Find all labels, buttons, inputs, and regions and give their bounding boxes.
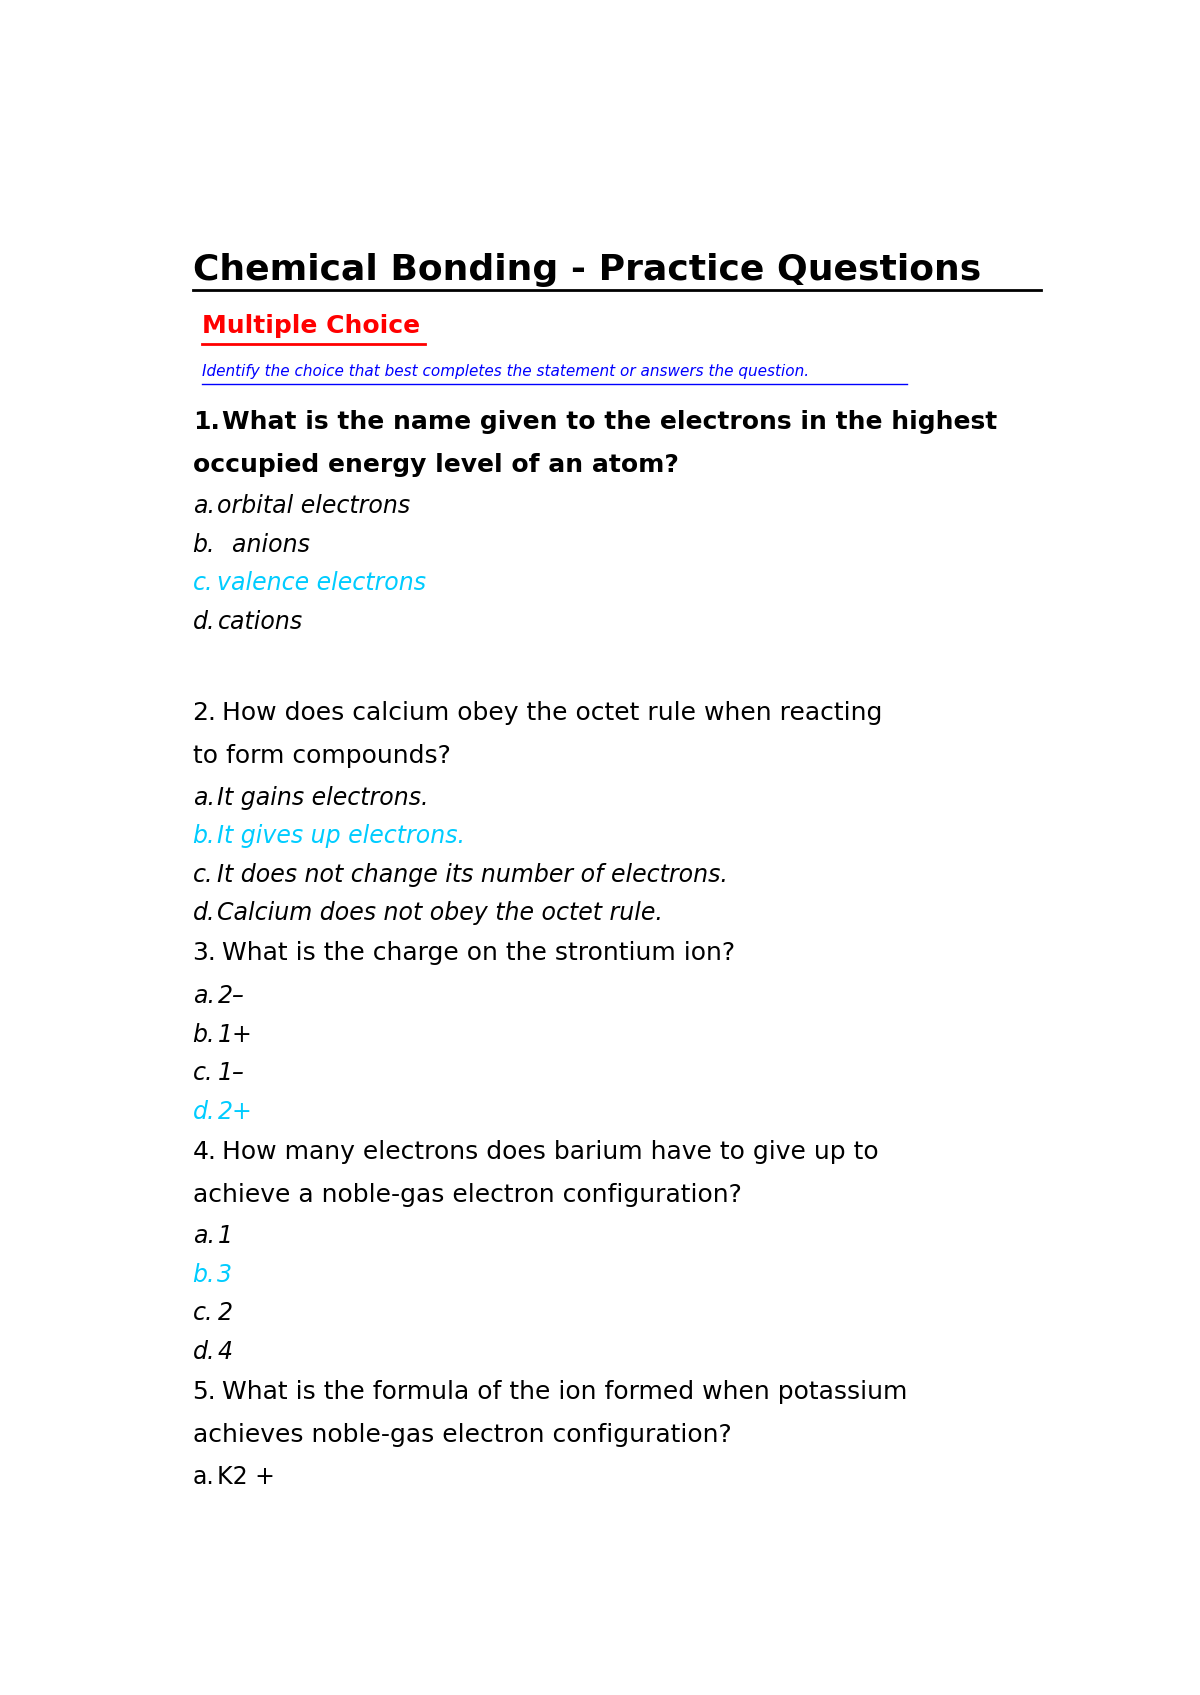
Text: a.: a. <box>193 985 215 1009</box>
Text: orbital electrons: orbital electrons <box>217 495 410 519</box>
Text: c.: c. <box>193 571 214 595</box>
Text: Calcium does not obey the octet rule.: Calcium does not obey the octet rule. <box>217 902 664 925</box>
Text: How many electrons does barium have to give up to: How many electrons does barium have to g… <box>222 1139 878 1164</box>
Text: to form compounds?: to form compounds? <box>193 744 450 768</box>
Text: What is the charge on the strontium ion?: What is the charge on the strontium ion? <box>222 941 736 964</box>
Text: d.: d. <box>193 1341 215 1364</box>
Text: 4: 4 <box>217 1341 233 1364</box>
Text: occupied energy level of an atom?: occupied energy level of an atom? <box>193 453 678 476</box>
Text: 1: 1 <box>217 1224 233 1249</box>
Text: a.: a. <box>193 1224 215 1249</box>
Text: 1–: 1– <box>217 1061 245 1085</box>
Text: b.: b. <box>193 824 215 848</box>
Text: b.: b. <box>193 1022 215 1048</box>
Text: K2 +: K2 + <box>217 1464 275 1488</box>
Text: 5.: 5. <box>193 1380 216 1403</box>
Text: Chemical Bonding - Practice Questions: Chemical Bonding - Practice Questions <box>193 254 980 288</box>
Text: d.: d. <box>193 610 215 634</box>
Text: 3: 3 <box>217 1263 233 1287</box>
Text: c.: c. <box>193 863 214 886</box>
Text: What is the name given to the electrons in the highest: What is the name given to the electrons … <box>222 410 997 434</box>
Text: How does calcium obey the octet rule when reacting: How does calcium obey the octet rule whe… <box>222 700 882 725</box>
Text: b.: b. <box>193 532 215 558</box>
Text: 1.: 1. <box>193 410 220 434</box>
Text: d.: d. <box>193 1100 215 1124</box>
Text: c.: c. <box>193 1302 214 1325</box>
Text: anions: anions <box>217 532 311 558</box>
Text: 3.: 3. <box>193 941 216 964</box>
Text: achieve a noble-gas electron configuration?: achieve a noble-gas electron configurati… <box>193 1183 742 1207</box>
Text: c.: c. <box>193 1061 214 1085</box>
Text: valence electrons: valence electrons <box>217 571 426 595</box>
Text: cations: cations <box>217 610 302 634</box>
Text: It does not change its number of electrons.: It does not change its number of electro… <box>217 863 728 886</box>
Text: 2: 2 <box>217 1302 233 1325</box>
Text: a.: a. <box>193 495 215 519</box>
Text: d.: d. <box>193 902 215 925</box>
Text: 4.: 4. <box>193 1139 217 1164</box>
Text: a.: a. <box>193 785 215 810</box>
Text: Identify the choice that best completes the statement or answers the question.: Identify the choice that best completes … <box>202 363 809 378</box>
Text: It gains electrons.: It gains electrons. <box>217 785 428 810</box>
Text: 2.: 2. <box>193 700 217 725</box>
Text: 2–: 2– <box>217 985 245 1009</box>
Text: What is the formula of the ion formed when potassium: What is the formula of the ion formed wh… <box>222 1380 907 1403</box>
Text: achieves noble-gas electron configuration?: achieves noble-gas electron configuratio… <box>193 1424 731 1448</box>
Text: Multiple Choice: Multiple Choice <box>202 314 420 337</box>
Text: a.: a. <box>193 1464 215 1488</box>
Text: 1+: 1+ <box>217 1022 252 1048</box>
Text: b.: b. <box>193 1263 215 1287</box>
Text: 2+: 2+ <box>217 1100 252 1124</box>
Text: It gives up electrons.: It gives up electrons. <box>217 824 466 848</box>
